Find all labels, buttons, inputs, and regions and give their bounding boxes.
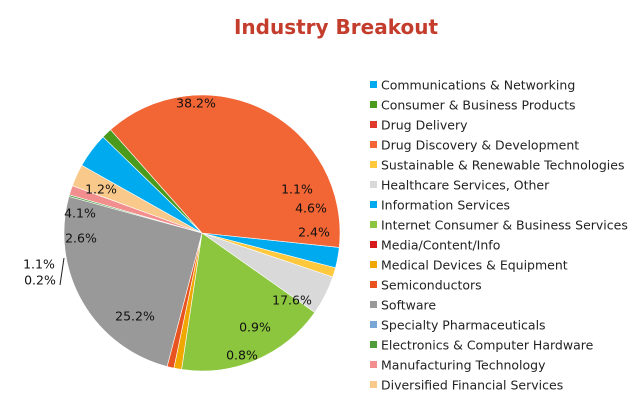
legend-swatch xyxy=(370,301,377,308)
legend-label: Software xyxy=(381,298,436,313)
legend-swatch xyxy=(370,181,377,188)
legend-swatch xyxy=(370,261,377,268)
legend-swatch xyxy=(370,221,377,228)
pie-value-label: 17.6% xyxy=(272,293,312,308)
legend-swatch xyxy=(370,381,377,388)
legend: Communications & Networking Consumer & Bu… xyxy=(370,78,628,393)
pie-value-label: 25.2% xyxy=(115,309,155,324)
pie-value-label: 4.6% xyxy=(295,201,327,216)
pie-value-label: 2.6% xyxy=(65,231,97,246)
legend-swatch xyxy=(370,361,377,368)
legend-swatch xyxy=(370,161,377,168)
legend-label: Specialty Pharmaceuticals xyxy=(381,318,546,333)
legend-swatch xyxy=(370,81,377,88)
pie-value-label: 1.1% xyxy=(23,257,55,272)
legend-swatch xyxy=(370,121,377,128)
legend-label: Drug Discovery & Development xyxy=(381,138,579,153)
pie-slices xyxy=(63,94,341,372)
pie-value-labels: 2.4%1.1%4.6%17.6%0.9%0.8%25.2%0.2%1.1%2.… xyxy=(23,96,330,363)
legend-swatch xyxy=(370,141,377,148)
pie-slice-drug-discovery-development xyxy=(110,94,341,248)
legend-label: Internet Consumer & Business Services xyxy=(381,218,628,233)
pie-value-label: 2.4% xyxy=(298,225,330,240)
legend-label: Medical Devices & Equipment xyxy=(381,258,568,273)
legend-label: Sustainable & Renewable Technologies xyxy=(381,158,624,173)
pie-value-label: 0.2% xyxy=(24,273,56,288)
legend-label: Communications & Networking xyxy=(381,78,575,93)
pie-slice-internet-consumer-business-services xyxy=(181,232,316,372)
legend-label: Consumer & Business Products xyxy=(381,98,576,113)
legend-label: Drug Delivery xyxy=(381,118,468,133)
legend-label: Healthcare Services, Other xyxy=(381,178,550,193)
legend-label: Electronics & Computer Hardware xyxy=(381,338,594,353)
legend-swatch xyxy=(370,201,377,208)
chart-title: Industry Breakout xyxy=(234,15,438,39)
legend-label: Information Services xyxy=(381,198,510,213)
pie-value-label: 4.1% xyxy=(64,206,96,221)
legend-label: Semiconductors xyxy=(381,278,482,293)
legend-label: Manufacturing Technology xyxy=(381,358,546,373)
legend-label: Diversified Financial Services xyxy=(381,378,563,393)
pie-value-label: 38.2% xyxy=(176,96,216,111)
pie-value-label: 1.2% xyxy=(85,182,117,197)
pie-value-label: 0.8% xyxy=(226,348,258,363)
legend-swatch xyxy=(370,101,377,108)
pie-slice-software xyxy=(63,196,203,367)
pie-value-label: 1.1% xyxy=(281,182,313,197)
leader-line xyxy=(59,257,65,286)
legend-swatch xyxy=(370,281,377,288)
legend-label: Media/Content/Info xyxy=(381,238,500,253)
legend-swatch xyxy=(370,341,377,348)
pie-value-label: 0.9% xyxy=(239,320,271,335)
legend-swatch xyxy=(370,241,377,248)
legend-swatch xyxy=(370,321,377,328)
